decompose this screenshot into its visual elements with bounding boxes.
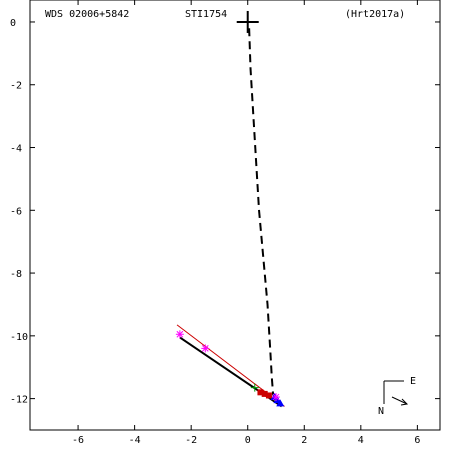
compass-north-label: N	[378, 406, 384, 417]
y-tick-label: -2	[10, 81, 22, 92]
motion-arrow-icon	[391, 396, 408, 405]
x-tick-label: -6	[72, 435, 84, 446]
compass-east-label: E	[410, 376, 416, 387]
header-reference: (Hrt2017a)	[345, 9, 406, 20]
y-tick-label: -10	[10, 332, 28, 343]
observation-marks	[175, 10, 285, 407]
y-tick-label: -6	[10, 206, 22, 217]
observation-square	[265, 392, 272, 399]
observation-square	[261, 390, 268, 397]
y-tick-label: -12	[10, 395, 28, 406]
y-tick-label: 0	[10, 18, 16, 29]
plot-frame	[29, 0, 441, 431]
x-tick-label: 0	[245, 435, 251, 446]
motion-arrowhead-icon	[400, 398, 409, 406]
observation-star	[176, 330, 184, 338]
y-tick-label: -4	[10, 144, 22, 155]
x-tick-label: -4	[129, 435, 141, 446]
observation-star	[272, 393, 280, 401]
x-tick-label: 4	[358, 435, 364, 446]
axis-ticks: -6 -4 -2 0 2 4 6 0 -2 -4 -6 -8 -10 -12	[10, 0, 440, 446]
x-tick-label: -2	[185, 435, 197, 446]
observation-triangle	[276, 399, 285, 407]
header-discoverer: STI1754	[185, 9, 228, 20]
orbit-path	[248, 28, 275, 396]
y-tick-label: -8	[10, 269, 22, 280]
x-tick-label: 6	[414, 435, 420, 446]
compass-rose: E N	[378, 376, 416, 417]
header-system-id: WDS 02006+5842	[45, 9, 130, 20]
orbit-path-group	[248, 28, 275, 396]
observation-square	[257, 389, 264, 396]
observation-star	[201, 345, 209, 352]
x-tick-label: 2	[301, 435, 307, 446]
